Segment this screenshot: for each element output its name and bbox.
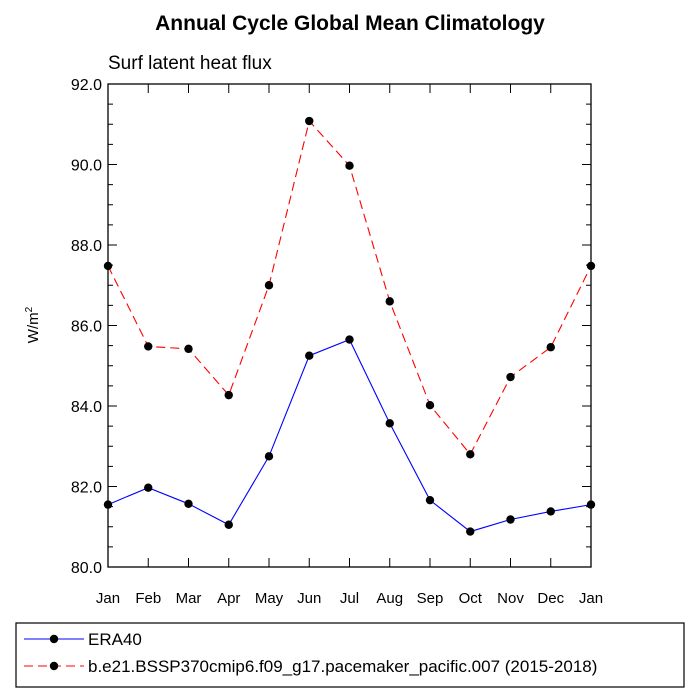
data-point — [506, 372, 515, 382]
y-axis-label: W/m2 — [24, 306, 42, 343]
data-point — [305, 351, 314, 360]
y-tick-label: 86.0 — [71, 319, 102, 336]
y-tick-label: 92.0 — [71, 77, 102, 94]
data-point — [466, 527, 475, 536]
data-point — [385, 419, 394, 428]
legend-box — [15, 622, 685, 688]
x-tick-label: Nov — [497, 590, 524, 607]
plot-frame — [107, 83, 592, 568]
x-tick-label: Apr — [217, 590, 240, 607]
data-point — [184, 344, 193, 354]
data-point — [546, 507, 555, 516]
x-tick-label: Sep — [417, 590, 444, 607]
series-line — [107, 119, 592, 456]
legend-marker — [49, 634, 59, 644]
data-point — [264, 452, 274, 461]
x-tick-label: Aug — [376, 590, 403, 607]
data-point — [546, 343, 555, 352]
data-point — [425, 400, 435, 410]
data-point — [264, 281, 274, 290]
x-tick-label: Jan — [579, 590, 603, 607]
x-tick-label: Mar — [176, 590, 202, 607]
data-point — [506, 515, 515, 524]
data-point — [184, 499, 193, 509]
legend-label: ERA40 — [88, 630, 142, 649]
legend-marker — [49, 661, 59, 671]
x-tick-label: Dec — [537, 590, 564, 607]
legend: ERA40 b.e21.BSSP370cmip6.f09_g17.pacemake… — [15, 622, 685, 688]
legend-label: b.e21.BSSP370cmip6.f09_g17.pacemaker_pac… — [88, 657, 597, 676]
y-tick-label: 82.0 — [71, 480, 102, 497]
data-point — [385, 297, 394, 306]
data-point — [345, 161, 354, 170]
data-point — [466, 450, 475, 459]
data-point — [224, 520, 233, 529]
y-tick-label: 84.0 — [71, 399, 102, 416]
data-point — [103, 500, 113, 509]
data-point — [586, 261, 596, 271]
y-tick-label: 88.0 — [71, 238, 102, 255]
x-tick-label: Oct — [459, 590, 483, 607]
series-line — [107, 338, 592, 533]
x-tick-label: Jan — [96, 590, 120, 607]
data-point — [224, 390, 233, 400]
data-point — [586, 500, 596, 509]
y-tick-label: 90.0 — [71, 158, 102, 175]
data-point — [305, 116, 314, 126]
data-point — [425, 495, 435, 505]
x-tick-label: May — [255, 590, 284, 607]
plot-area: 80.0 82.0 84.0 86.0 88.0 90.0 92.0 Jan Feb Mar Apr… — [71, 77, 603, 607]
chart-title: Annual Cycle Global Mean Climatology — [155, 12, 545, 35]
x-tick-label: Jun — [297, 590, 321, 607]
data-point — [103, 261, 113, 271]
data-point — [345, 335, 354, 344]
data-point — [144, 342, 153, 351]
x-tick-label: Jul — [340, 590, 359, 607]
chart-subtitle: Surf latent heat flux — [108, 53, 272, 74]
x-tick-label: Feb — [135, 590, 161, 607]
data-point — [144, 483, 153, 492]
y-tick-label: 80.0 — [71, 560, 102, 577]
